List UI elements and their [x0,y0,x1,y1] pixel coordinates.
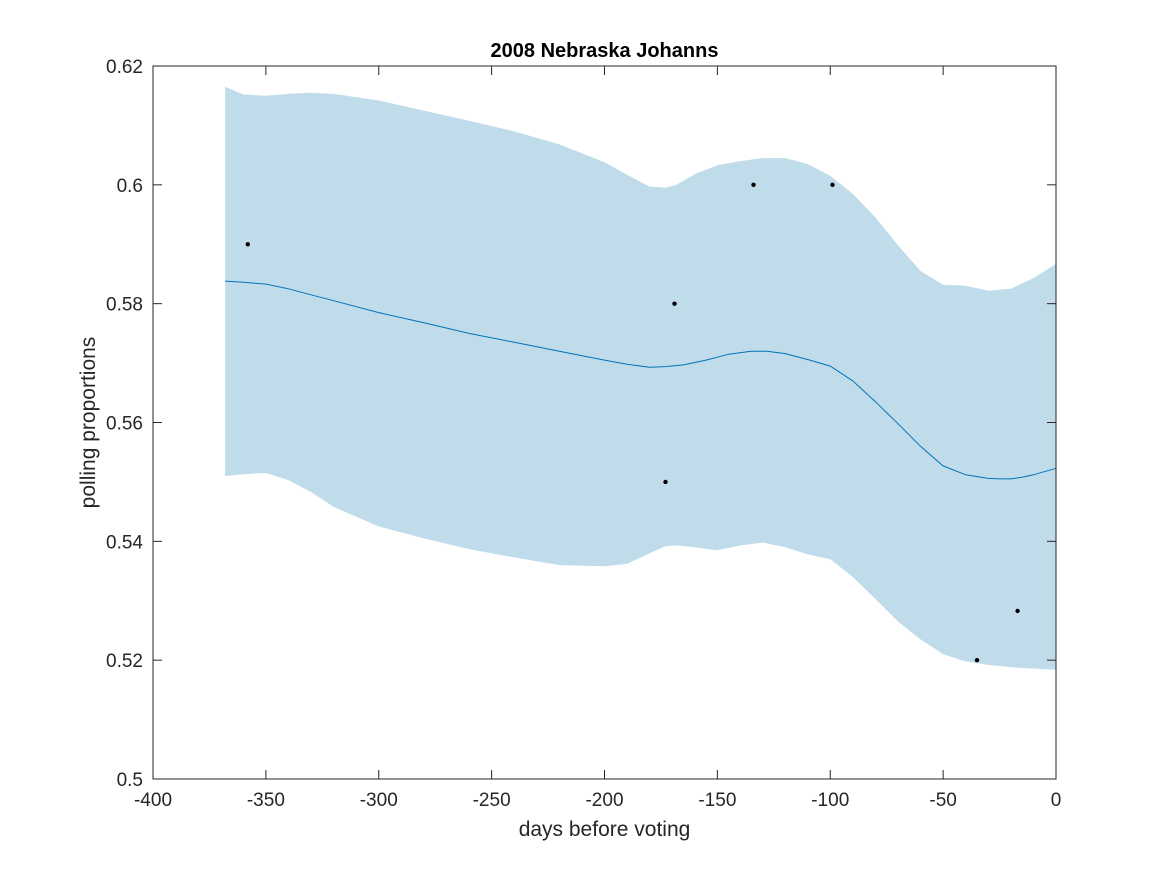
x-tick-label: -150 [698,790,736,811]
confidence-band [225,86,1056,670]
mean-line [225,280,1057,480]
x-tick-label: -50 [929,790,956,811]
y-tick-label: 0.54 [106,532,143,553]
x-tick-label: -300 [360,790,398,811]
y-tick-label: 0.5 [117,770,143,791]
x-tick-label: -350 [247,790,285,811]
y-tick-label: 0.6 [117,176,143,197]
y-tick-label: 0.58 [106,295,143,316]
data-point [1015,608,1020,614]
plot-area [225,86,1057,670]
x-tick-label: -250 [473,790,511,811]
data-point [245,242,250,247]
axes: -400 -350 -300 -250 -200 -150 -100 -50 0 0.5 0.52 0… [106,57,1061,811]
data-point [672,301,677,306]
data-point [974,658,980,663]
data-point [830,182,835,187]
y-tick-label: 0.56 [106,414,143,435]
x-tick-label: -400 [134,790,172,811]
x-tick-label: -100 [811,790,849,811]
y-tick-label: 0.52 [106,651,143,672]
x-tick-label: -200 [585,790,623,811]
data-point [663,479,668,485]
x-tick-label: 0 [1051,790,1062,811]
data-point [751,182,756,187]
y-axis-title: polling proportions [77,337,100,509]
y-tick-label: 0.62 [106,57,143,78]
x-axis-title: days before voting [519,818,691,841]
chart-title: 2008 Nebraska Johanns [491,40,719,62]
